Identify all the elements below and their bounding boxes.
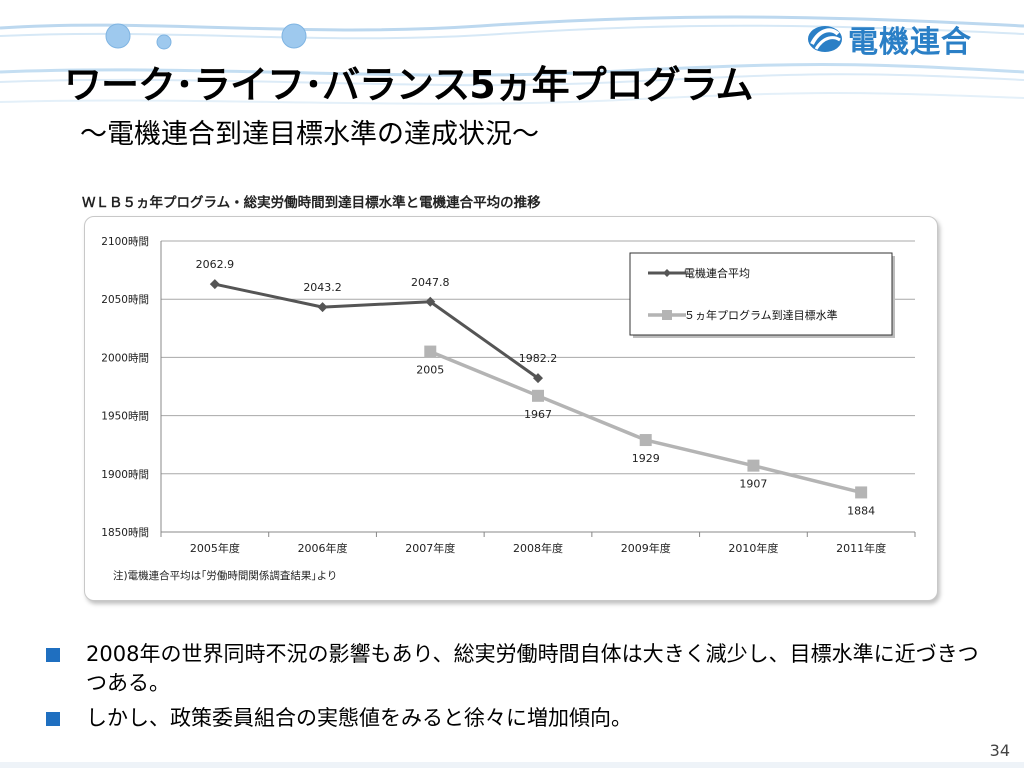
data-label: 2043.2 xyxy=(303,281,342,294)
logo-text: 電機連合 xyxy=(848,25,972,60)
data-point-marker xyxy=(425,296,436,307)
data-point-marker xyxy=(317,302,328,313)
bullet-square-icon xyxy=(46,712,60,726)
data-label: 2062.9 xyxy=(196,258,235,271)
data-point-marker xyxy=(209,279,220,290)
data-label: 1884 xyxy=(847,504,875,517)
legend-label: 電機連合平均 xyxy=(684,266,750,280)
chart-note: 注)電機連合平均は｢労働時間関係調査結果｣より xyxy=(113,569,337,582)
data-label: 1907 xyxy=(739,478,767,491)
data-point-marker xyxy=(424,345,437,358)
x-tick-label: 2011年度 xyxy=(836,541,886,555)
page-title: ワーク･ライフ･バランス5ヵ年プログラム xyxy=(64,63,754,107)
data-label: 2005 xyxy=(416,364,444,377)
data-label: 1929 xyxy=(632,452,660,465)
chart-title: ＷＬＢ５ヵ年プログラム・総実労働時間到達目標水準と電機連合平均の推移 xyxy=(82,195,541,211)
bullet-text: しかし、政策委員組合の実態値をみると徐々に増加傾向。 xyxy=(86,706,632,730)
page-number: 34 xyxy=(989,741,1010,760)
y-tick-label: 1900時間 xyxy=(101,469,149,481)
data-point-marker xyxy=(639,434,652,447)
x-tick-label: 2008年度 xyxy=(513,541,563,555)
x-tick-label: 2006年度 xyxy=(298,541,348,555)
legend-marker xyxy=(662,310,672,320)
bullet-text: 2008年の世界同時不況の影響もあり、総実労働時間自体は大きく減少し、目標水準に… xyxy=(86,642,979,695)
y-tick-label: 1950時間 xyxy=(101,411,149,423)
x-tick-label: 2007年度 xyxy=(405,541,455,555)
logo: 電機連合 xyxy=(806,18,972,60)
series-line xyxy=(429,349,862,495)
line-chart: 2100時間 2050時間 2000時間 1950時間 1900時間 1850時間 2005… xyxy=(101,236,916,582)
bullet-square-icon xyxy=(46,648,60,662)
x-tick-label: 2010年度 xyxy=(728,541,778,555)
legend-box xyxy=(629,252,893,336)
data-point-marker xyxy=(855,486,868,499)
y-tick-label: 2100時間 xyxy=(101,236,149,248)
bullet-list: 2008年の世界同時不況の影響もあり、総実労働時間自体は大きく減少し、目標水準に… xyxy=(46,640,986,739)
data-label: 1982.2 xyxy=(519,352,558,365)
series-line xyxy=(214,282,539,380)
legend-marker xyxy=(663,269,671,277)
bullet-item: しかし、政策委員組合の実態値をみると徐々に増加傾向。 xyxy=(46,704,986,733)
data-point-marker xyxy=(532,389,544,402)
y-tick-label: 2050時間 xyxy=(101,294,149,306)
data-point-marker xyxy=(533,373,543,384)
data-label: 1967 xyxy=(524,408,552,421)
y-tick-label: 2000時間 xyxy=(101,352,149,364)
header-wave-decoration xyxy=(0,15,1024,105)
chart-frame: 2100時間 2050時間 2000時間 1950時間 1900時間 1850時間 2005… xyxy=(84,216,938,601)
bullet-item: 2008年の世界同時不況の影響もあり、総実労働時間自体は大きく減少し、目標水準に… xyxy=(46,640,986,698)
x-tick-label: 2009年度 xyxy=(621,541,671,555)
legend-label: ５ヵ年プログラム到達目標水準 xyxy=(684,308,838,322)
bottom-band xyxy=(0,762,1024,768)
data-label: 2047.8 xyxy=(411,276,450,289)
data-point-marker xyxy=(747,459,760,472)
logo-mark-icon xyxy=(808,26,842,52)
page-subtitle: ～電機連合到達目標水準の達成状況～ xyxy=(80,119,539,150)
y-tick-label: 1850時間 xyxy=(101,527,149,539)
x-tick-label: 2005年度 xyxy=(190,541,240,555)
